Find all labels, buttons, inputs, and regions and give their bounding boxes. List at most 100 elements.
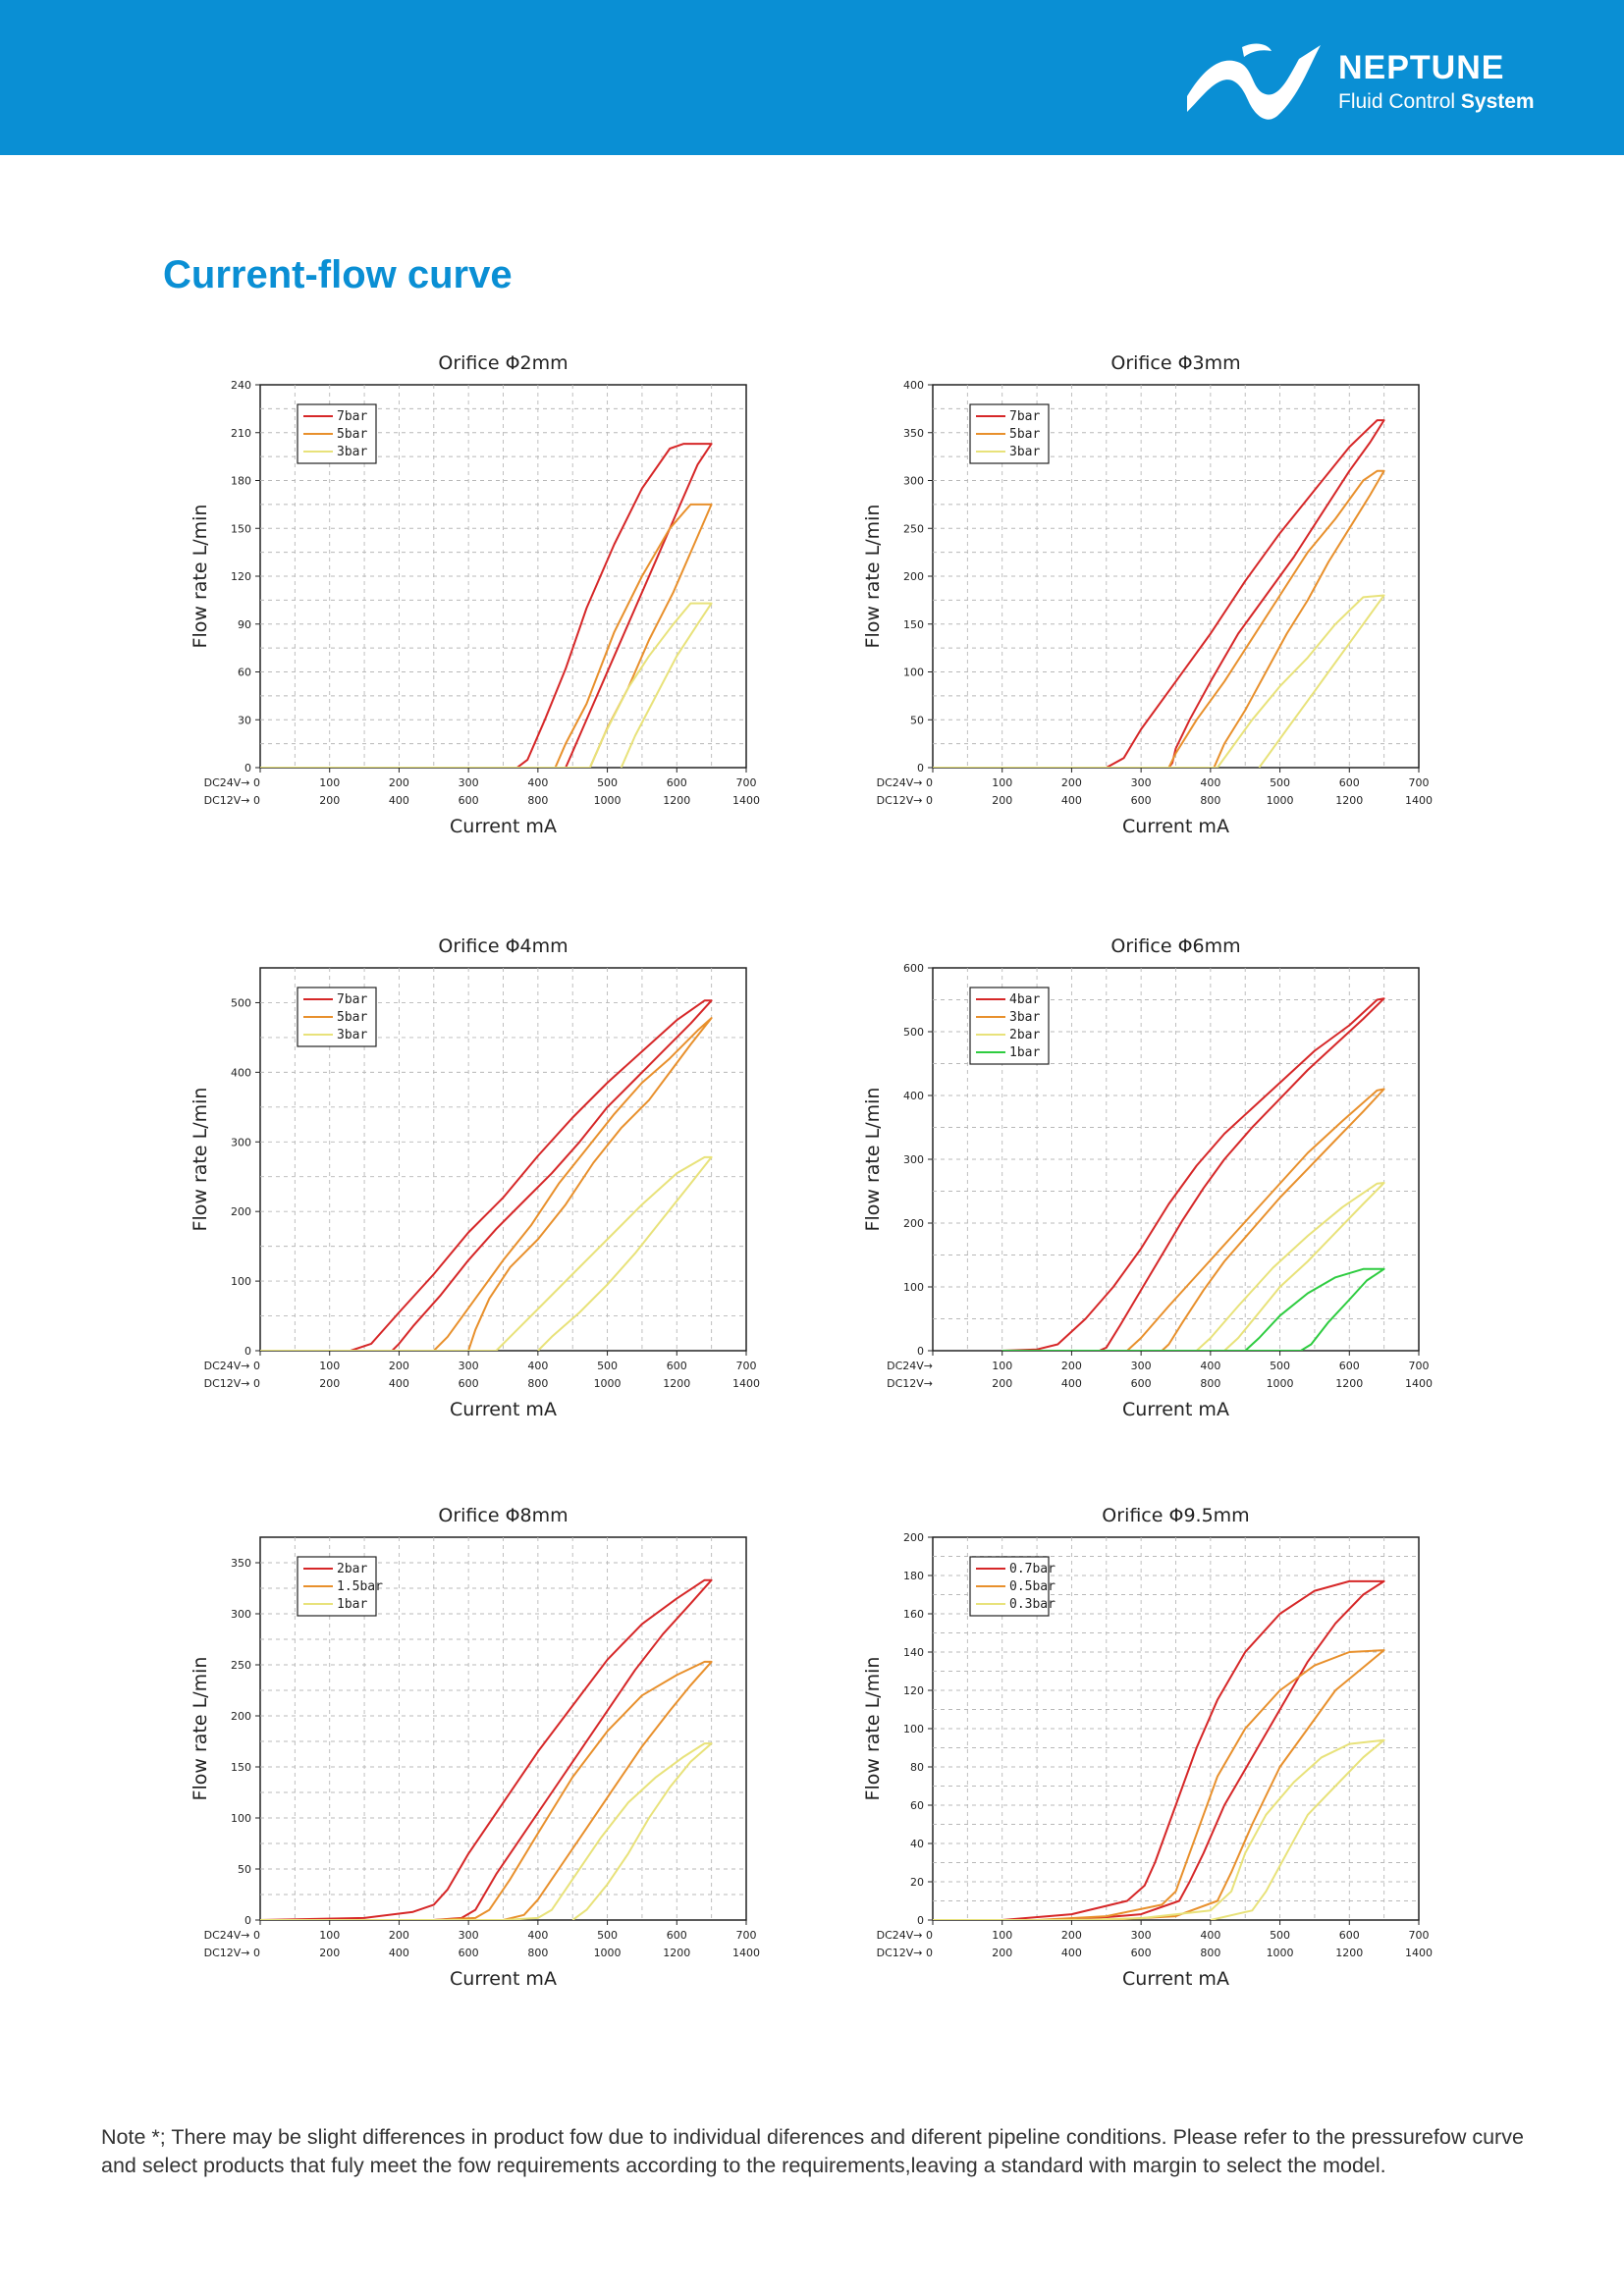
x-tick-label-12v: DC12V→ 0 <box>204 1947 260 1959</box>
chart-title: Orifice Φ3mm <box>1110 352 1240 374</box>
y-tick-label: 200 <box>903 1217 924 1230</box>
brand-tagline: Fluid Control System <box>1338 90 1535 114</box>
x-tick-label-24v: DC24V→ 0 <box>204 776 260 789</box>
x-tick-label-24v: 100 <box>319 1360 340 1372</box>
legend-label-2bar: 2bar <box>337 1562 367 1576</box>
x-tick-label-24v: 500 <box>597 776 618 789</box>
chart-title: Orifice Φ8mm <box>438 1505 568 1526</box>
series-line-3bar <box>260 1155 713 1351</box>
y-tick-label: 0 <box>917 1914 924 1927</box>
y-tick-label: 100 <box>903 1281 924 1294</box>
x-tick-label-12v: 1200 <box>663 1947 690 1959</box>
x-tick-label-24v: 500 <box>1270 776 1290 789</box>
x-tick-label-24v: 100 <box>319 776 340 789</box>
x-axis-label: Current mA <box>1122 816 1229 837</box>
y-tick-label: 100 <box>903 667 924 679</box>
series-line-7bar <box>260 999 713 1351</box>
x-tick-label-12v: 200 <box>319 1377 340 1390</box>
x-tick-label-24v: 600 <box>1339 1929 1360 1942</box>
x-tick-label-24v: DC24V→ <box>887 1360 933 1372</box>
y-tick-label: 350 <box>231 1557 251 1570</box>
x-tick-label-12v: DC12V→ 0 <box>877 794 933 807</box>
x-tick-label-24v: 300 <box>459 1360 479 1372</box>
y-tick-label: 200 <box>903 570 924 583</box>
legend-label-7bar: 7bar <box>1009 409 1040 424</box>
series-group <box>260 999 713 1351</box>
x-tick-label-12v: 200 <box>992 1947 1012 1959</box>
y-tick-label: 240 <box>231 379 251 392</box>
y-tick-label: 0 <box>244 1345 251 1358</box>
x-tick-label-24v: 300 <box>1131 776 1152 789</box>
x-tick-label-12v: 600 <box>459 794 479 807</box>
y-tick-label: 150 <box>903 618 924 631</box>
x-tick-label-12v: 1400 <box>732 1377 760 1390</box>
x-tick-label-24v: 400 <box>527 1360 548 1372</box>
x-tick-label-24v: DC24V→ 0 <box>877 1929 933 1942</box>
brand-logo[interactable]: NEPTUNE Fluid Control System <box>1183 37 1556 126</box>
x-tick-label-12v: DC12V→ 0 <box>204 1377 260 1390</box>
legend-label-5bar: 5bar <box>337 427 367 442</box>
x-tick-label-24v: DC24V→ 0 <box>204 1360 260 1372</box>
y-tick-label: 400 <box>903 1090 924 1102</box>
legend-label-7bar: 7bar <box>337 992 367 1007</box>
x-tick-label-24v: 200 <box>389 776 409 789</box>
series-group <box>260 1578 713 1920</box>
x-tick-label-24v: 200 <box>389 1360 409 1372</box>
y-tick-label: 210 <box>231 427 251 440</box>
chart-title: Orifice Φ9.5mm <box>1102 1505 1249 1526</box>
x-axis-label: Current mA <box>450 1399 557 1420</box>
x-tick-label-24v: 400 <box>1200 1929 1220 1942</box>
series-line-4bar <box>1001 997 1385 1351</box>
x-tick-label-12v: DC12V→ 0 <box>204 794 260 807</box>
chart-orifice-6mm: Orifice Φ6mm 0 100 200 300 400 500 600 DC24V→ DC1… <box>859 927 1438 1447</box>
y-tick-label: 300 <box>903 1153 924 1166</box>
legend-label-0-3bar: 0.3bar <box>1009 1597 1056 1612</box>
legend-label-3bar: 3bar <box>337 1028 367 1042</box>
series-line-0-3bar <box>933 1738 1385 1920</box>
y-tick-label: 250 <box>903 522 924 535</box>
y-axis-label: Flow rate L/min <box>862 1657 884 1801</box>
legend-label-0-7bar: 0.7bar <box>1009 1562 1056 1576</box>
legend-label-3bar: 3bar <box>1009 1010 1040 1025</box>
x-tick-label-24v: 200 <box>1061 1360 1082 1372</box>
series-line-1-5bar <box>260 1660 713 1920</box>
x-tick-label-12v: 600 <box>1131 1947 1152 1959</box>
x-tick-label-24v: 600 <box>1339 776 1360 789</box>
x-tick-label-12v: 1000 <box>594 794 622 807</box>
x-tick-label-24v: DC24V→ 0 <box>877 776 933 789</box>
y-axis-label: Flow rate L/min <box>862 505 884 649</box>
x-tick-label-12v: 1200 <box>1335 1377 1363 1390</box>
y-tick-label: 160 <box>903 1608 924 1621</box>
series-line-7bar <box>260 443 713 768</box>
series-group <box>933 1579 1385 1920</box>
x-tick-label-12v: 200 <box>992 794 1012 807</box>
header-bar: NEPTUNE Fluid Control System <box>0 0 1624 155</box>
y-tick-label: 0 <box>244 762 251 774</box>
x-tick-label-24v: 600 <box>1339 1360 1360 1372</box>
y-tick-label: 90 <box>238 618 251 631</box>
x-tick-label-24v: 600 <box>667 1360 687 1372</box>
brand-tagline-bold: System <box>1460 90 1535 113</box>
legend-label-5bar: 5bar <box>1009 427 1040 442</box>
y-tick-label: 50 <box>910 714 924 726</box>
series-group <box>260 443 713 768</box>
x-tick-label-12v: 1200 <box>1335 794 1363 807</box>
y-tick-label: 80 <box>910 1761 924 1774</box>
y-tick-label: 30 <box>238 714 251 726</box>
x-tick-label-12v: DC12V→ 0 <box>877 1947 933 1959</box>
legend-label-1bar: 1bar <box>337 1597 367 1612</box>
y-tick-label: 100 <box>231 1275 251 1288</box>
y-tick-label: 40 <box>910 1838 924 1850</box>
x-tick-label-24v: 300 <box>459 1929 479 1942</box>
legend-label-4bar: 4bar <box>1009 992 1040 1007</box>
chart-svg: Orifice Φ8mm 0 50 100 150 200 250 300 350 DC24V→ … <box>189 1505 760 1990</box>
x-tick-label-12v: 1200 <box>663 794 690 807</box>
x-axis-label: Current mA <box>450 1968 557 1990</box>
brand-tagline-prefix: Fluid Control <box>1338 90 1461 113</box>
x-tick-label-12v: 1400 <box>1405 1377 1433 1390</box>
y-tick-label: 120 <box>231 570 251 583</box>
y-tick-label: 100 <box>231 1812 251 1825</box>
x-tick-label-24v: 700 <box>736 776 757 789</box>
x-tick-label-24v: 700 <box>1409 776 1430 789</box>
y-tick-label: 300 <box>231 1136 251 1148</box>
